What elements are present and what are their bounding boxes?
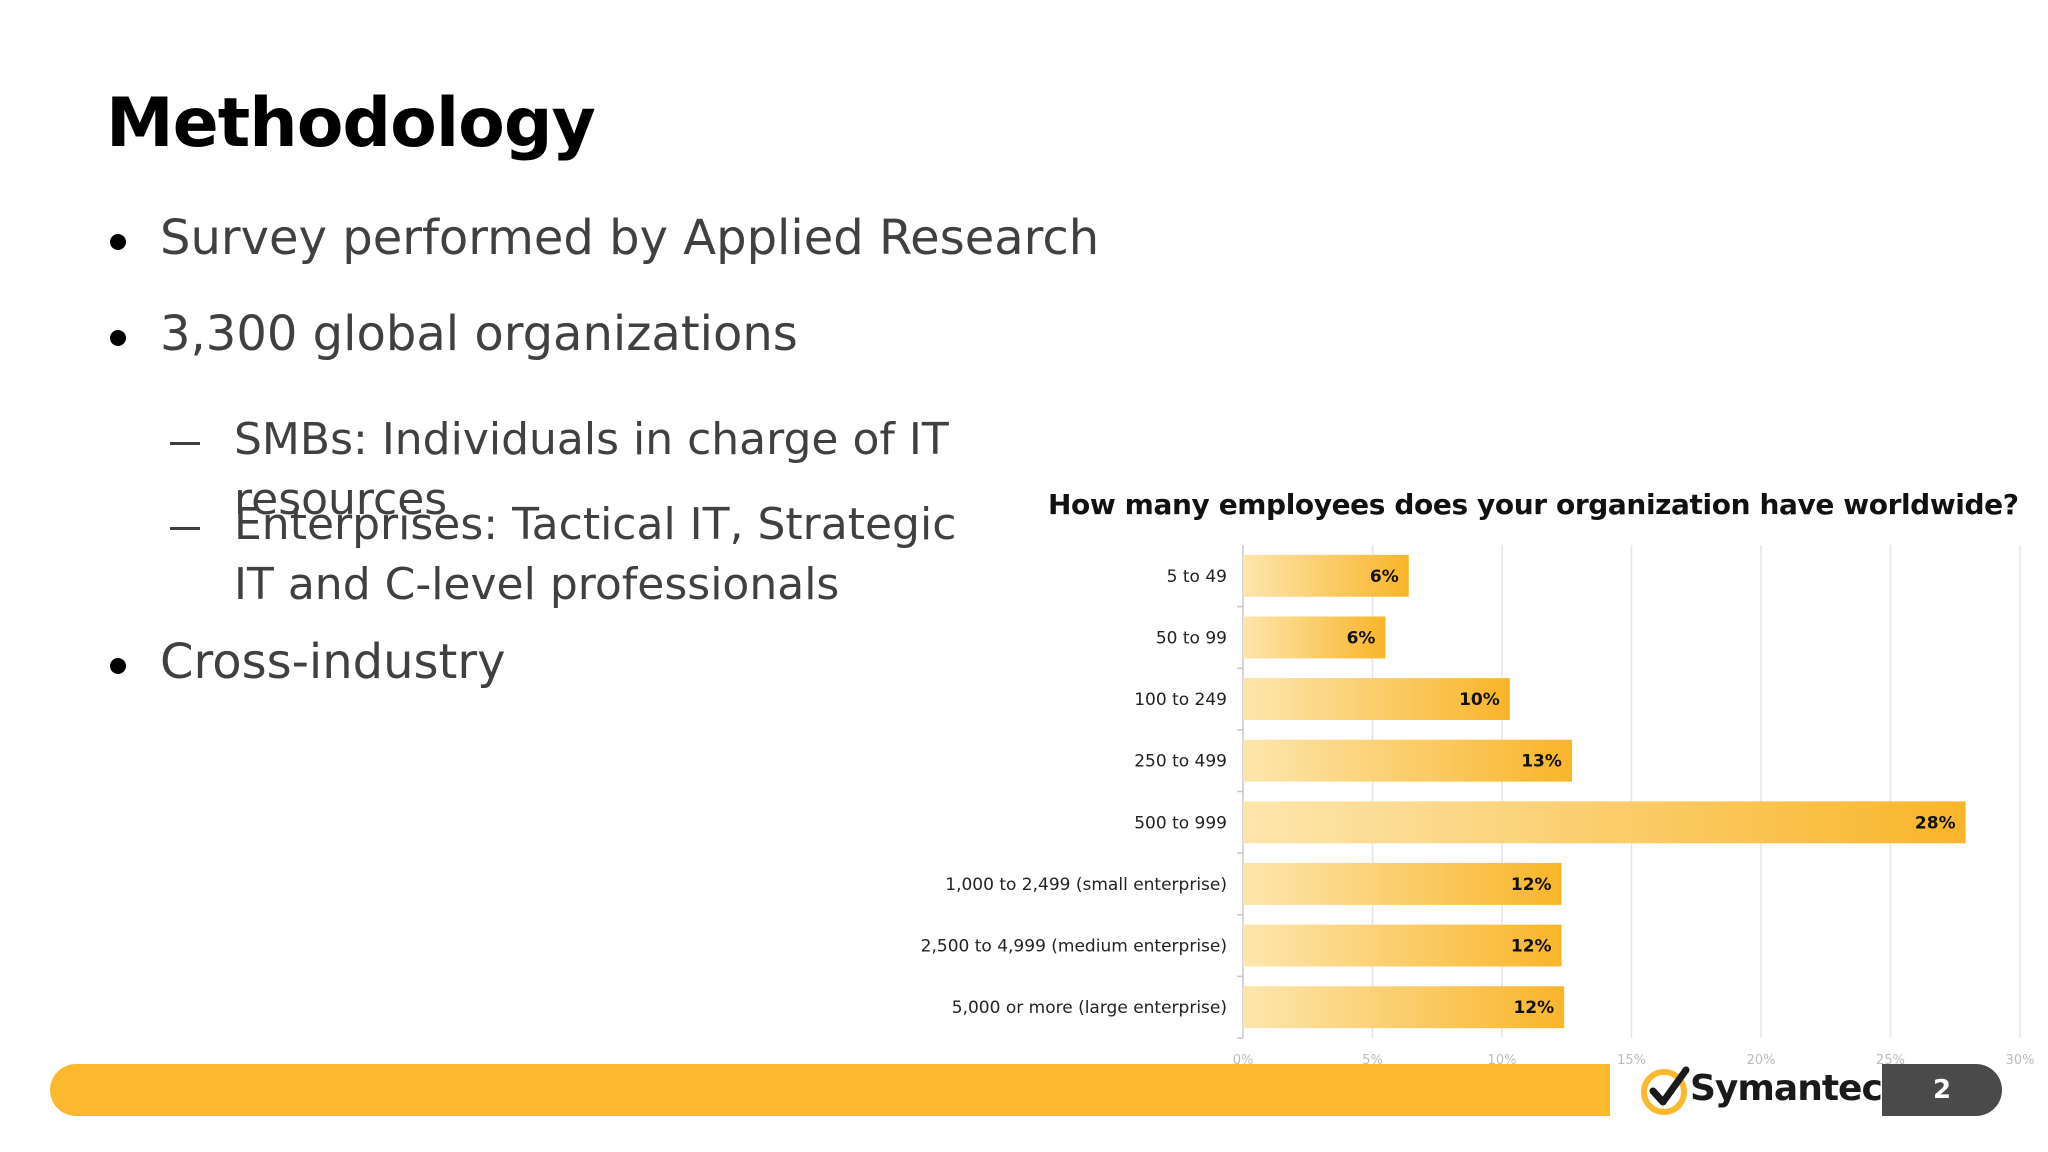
bar-value-label: 28% — [1915, 813, 1956, 833]
bar — [1243, 554, 1409, 597]
bar — [1243, 862, 1562, 905]
bar-value-label: 12% — [1511, 937, 1552, 957]
bar-value-label: 10% — [1459, 690, 1500, 710]
bullet-text: Survey performed by Applied Research — [160, 210, 1100, 266]
category-label: 5 to 49 — [1167, 567, 1227, 587]
slide-title: Methodology — [106, 84, 596, 163]
bar — [1243, 801, 1966, 844]
x-tick-label: 30% — [2006, 1053, 2035, 1068]
sub-bullet-text: SMBs: Individuals in charge of IT resour… — [234, 414, 949, 525]
symantec-logo: Symantec. — [1640, 1058, 1895, 1122]
page-number: 2 — [1882, 1064, 2002, 1116]
chart-title: How many employees does your organizatio… — [1048, 488, 2019, 521]
category-label: 250 to 499 — [1134, 752, 1227, 772]
bullet-dot-icon — [110, 234, 126, 250]
bar-value-label: 13% — [1521, 752, 1562, 772]
bar — [1243, 986, 1565, 1029]
bar — [1243, 678, 1510, 721]
category-label: 50 to 99 — [1156, 628, 1227, 648]
category-label: 100 to 249 — [1134, 690, 1227, 710]
bar — [1243, 616, 1386, 659]
category-label: 500 to 999 — [1134, 813, 1227, 833]
checkmark-logo-icon — [1641, 1066, 1690, 1115]
bullet-text: Cross-industry — [160, 634, 506, 690]
bar-value-label: 12% — [1511, 875, 1552, 895]
x-tick-label: 15% — [1617, 1053, 1646, 1068]
category-label: 5,000 or more (large enterprise) — [952, 998, 1227, 1018]
bullet-text: 3,300 global organizations — [160, 306, 798, 362]
bar-value-label: 12% — [1513, 998, 1554, 1018]
category-label: 2,500 to 4,999 (medium enterprise) — [921, 937, 1227, 957]
bullet-dot-icon — [110, 330, 126, 346]
footer-accent-bar — [50, 1064, 1610, 1116]
sub-bullet-text: Enterprises: Tactical IT, Strategic IT a… — [234, 499, 957, 610]
logo-text: Symantec. — [1690, 1068, 1895, 1109]
bar — [1243, 924, 1562, 967]
category-label: 1,000 to 2,499 (small enterprise) — [945, 875, 1227, 895]
bullet-dot-icon — [110, 658, 126, 674]
bar-value-label: 6% — [1347, 628, 1376, 648]
bar — [1243, 739, 1572, 782]
x-tick-label: 20% — [1747, 1053, 1776, 1068]
bar-value-label: 6% — [1370, 567, 1399, 587]
